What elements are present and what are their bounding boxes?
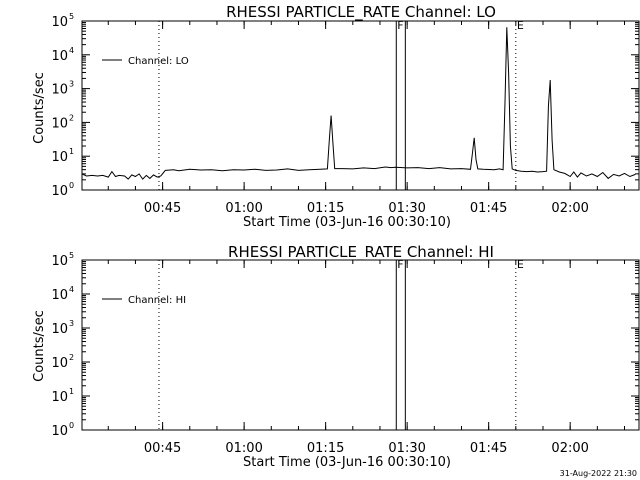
lo-legend: Channel: LO <box>102 56 189 67</box>
hi-x-tick-label: 01:15 <box>307 441 344 456</box>
lo-y-tick-exponent: 3 <box>69 80 74 89</box>
hi-y-tick-exponent: 2 <box>69 353 74 362</box>
lo-y-tick-exponent: 0 <box>69 181 74 190</box>
hi-y-tick-exponent: 3 <box>69 319 74 328</box>
lo-series-line <box>81 27 636 180</box>
lo-legend-label: Channel: LO <box>128 56 189 67</box>
hi-y-tick-exponent: 0 <box>69 421 74 430</box>
lo-series-group <box>81 27 636 180</box>
lo-chart-title: RHESSI PARTICLE_RATE Channel: LO <box>226 3 496 22</box>
lo-y-tick-exponent: 4 <box>69 46 74 55</box>
hi-x-tick-label: 01:00 <box>225 441 262 456</box>
lo-x-axis-label: Start Time (03-Jun-16 00:30:10) <box>243 215 451 230</box>
lo-event-marker-label: F <box>397 19 403 32</box>
lo-plot-frame <box>81 20 640 191</box>
hi-y-tick-label: 10 <box>51 356 68 371</box>
hi-event-marker-label: F <box>397 258 403 271</box>
lo-event-marker-label: E <box>517 19 524 32</box>
lo-y-tick-label: 10 <box>51 116 68 131</box>
hi-y-tick-exponent: 5 <box>69 251 74 260</box>
hi-channel-panel: RHESSI PARTICLE_RATE Channel: HI Counts/… <box>32 243 640 470</box>
lo-y-axis-label: Counts/sec <box>32 72 47 144</box>
hi-x-tick-label: 01:45 <box>470 441 507 456</box>
lo-x-tick-label: 00:45 <box>144 201 181 216</box>
lo-y-tick-exponent: 2 <box>69 113 74 122</box>
hi-x-tick-label: 00:45 <box>144 441 181 456</box>
hi-y-tick-exponent: 1 <box>69 387 74 396</box>
lo-y-tick-exponent: 1 <box>69 147 74 156</box>
hi-x-axis-label: Start Time (03-Jun-16 00:30:10) <box>243 455 451 470</box>
hi-chart-title: RHESSI PARTICLE_RATE Channel: HI <box>228 243 494 262</box>
hi-y-tick-exponent: 4 <box>69 285 74 294</box>
lo-channel-panel: RHESSI PARTICLE_RATE Channel: LO Counts/… <box>32 3 640 230</box>
timestamp-footer: 31-Aug-2022 21:30 <box>560 469 637 478</box>
lo-y-tick-label: 10 <box>51 15 68 30</box>
hi-legend-label: Channel: HI <box>128 295 186 306</box>
hi-y-axis-label: Counts/sec <box>32 310 47 382</box>
hi-legend: Channel: HI <box>102 295 186 306</box>
hi-y-tick-label: 10 <box>51 288 68 303</box>
lo-x-tick-label: 01:00 <box>225 201 262 216</box>
hi-y-tick-label: 10 <box>51 390 68 405</box>
hi-y-tick-label: 10 <box>51 322 68 337</box>
lo-y-tick-label: 10 <box>51 150 68 165</box>
lo-y-tick-label: 10 <box>51 83 68 98</box>
hi-event-marker-label: E <box>517 258 524 271</box>
lo-y-tick-label: 10 <box>51 184 68 199</box>
hi-y-tick-label: 10 <box>51 254 68 269</box>
lo-x-tick-label: 01:15 <box>307 201 344 216</box>
hi-plot-frame <box>81 259 640 431</box>
hi-x-tick-label: 01:30 <box>388 441 425 456</box>
lo-x-tick-label: 02:00 <box>551 201 588 216</box>
lo-y-tick-exponent: 5 <box>69 12 74 21</box>
lo-x-tick-label: 01:30 <box>388 201 425 216</box>
hi-x-tick-label: 02:00 <box>551 441 588 456</box>
lo-x-tick-label: 01:45 <box>470 201 507 216</box>
hi-y-tick-label: 10 <box>51 424 68 439</box>
lo-y-tick-label: 10 <box>51 49 68 64</box>
